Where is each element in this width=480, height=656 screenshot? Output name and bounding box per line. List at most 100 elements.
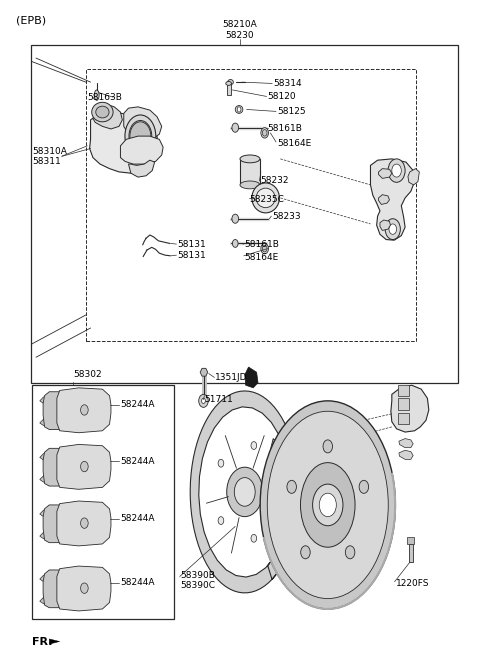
Ellipse shape <box>129 121 152 152</box>
Bar <box>397 413 409 424</box>
Ellipse shape <box>261 128 268 138</box>
Text: 58161B: 58161B <box>267 125 302 133</box>
Text: 58244A: 58244A <box>120 514 155 523</box>
Polygon shape <box>90 112 158 173</box>
Ellipse shape <box>96 106 109 118</box>
Text: 58164E: 58164E <box>245 253 279 262</box>
Circle shape <box>262 245 267 252</box>
Circle shape <box>392 164 401 177</box>
Circle shape <box>262 130 267 136</box>
Text: FR.: FR. <box>32 636 53 647</box>
Circle shape <box>202 398 205 403</box>
Text: 58390B
58390C: 58390B 58390C <box>180 571 216 590</box>
Ellipse shape <box>267 411 388 598</box>
Polygon shape <box>40 453 48 460</box>
Ellipse shape <box>92 102 113 122</box>
Text: 58244A: 58244A <box>120 457 155 466</box>
Ellipse shape <box>125 115 156 157</box>
Circle shape <box>81 461 88 472</box>
Circle shape <box>385 218 400 239</box>
Polygon shape <box>40 476 48 482</box>
Ellipse shape <box>252 183 279 213</box>
Polygon shape <box>57 566 111 611</box>
Polygon shape <box>371 159 415 240</box>
Circle shape <box>130 122 151 150</box>
Ellipse shape <box>232 123 239 133</box>
Circle shape <box>251 441 257 449</box>
Text: 58210A
58230: 58210A 58230 <box>223 20 257 40</box>
Circle shape <box>218 517 224 525</box>
Polygon shape <box>399 450 413 459</box>
Text: 58411D: 58411D <box>284 472 320 481</box>
Polygon shape <box>40 597 48 604</box>
Polygon shape <box>43 570 63 607</box>
Circle shape <box>323 440 333 453</box>
Circle shape <box>319 493 336 517</box>
Circle shape <box>199 394 208 407</box>
Polygon shape <box>124 107 162 139</box>
Text: 58233: 58233 <box>272 212 301 220</box>
Text: 58232: 58232 <box>261 176 289 186</box>
Text: 58314: 58314 <box>273 79 302 88</box>
Polygon shape <box>43 505 63 543</box>
Circle shape <box>251 535 257 543</box>
Text: 58302: 58302 <box>73 370 102 379</box>
Polygon shape <box>93 104 122 129</box>
Polygon shape <box>43 448 63 486</box>
Circle shape <box>227 467 263 517</box>
Bar <box>31 45 458 383</box>
Text: 58161B: 58161B <box>245 239 280 249</box>
Ellipse shape <box>260 401 396 609</box>
Polygon shape <box>129 160 155 177</box>
Ellipse shape <box>232 214 239 223</box>
Ellipse shape <box>232 239 238 247</box>
Polygon shape <box>57 444 111 489</box>
Polygon shape <box>57 501 111 546</box>
Text: 1351JD: 1351JD <box>216 373 248 382</box>
Text: 58163B: 58163B <box>87 92 122 102</box>
Circle shape <box>300 546 310 559</box>
Polygon shape <box>380 220 390 230</box>
Circle shape <box>81 405 88 415</box>
Ellipse shape <box>240 181 260 189</box>
Circle shape <box>234 478 255 506</box>
Text: 58131: 58131 <box>178 251 206 260</box>
Ellipse shape <box>240 155 260 163</box>
Polygon shape <box>40 510 48 517</box>
Polygon shape <box>271 439 295 494</box>
Ellipse shape <box>95 90 99 100</box>
Polygon shape <box>120 136 163 164</box>
Polygon shape <box>40 575 48 582</box>
Polygon shape <box>43 392 63 430</box>
Bar <box>32 385 174 619</box>
Ellipse shape <box>235 106 243 113</box>
Polygon shape <box>245 367 258 388</box>
Bar <box>408 537 414 544</box>
Text: 58131: 58131 <box>178 239 206 249</box>
Text: 58125: 58125 <box>277 107 306 116</box>
Circle shape <box>218 459 224 467</box>
Bar <box>227 83 230 95</box>
Circle shape <box>81 583 88 594</box>
Polygon shape <box>408 169 420 185</box>
Circle shape <box>81 518 88 528</box>
Bar <box>397 398 409 410</box>
Polygon shape <box>391 385 429 432</box>
Bar <box>240 159 260 185</box>
Text: (EPB): (EPB) <box>16 16 46 26</box>
Bar <box>409 544 413 562</box>
Text: 1220FS: 1220FS <box>396 579 429 588</box>
Text: 58310A
58311: 58310A 58311 <box>32 146 67 166</box>
Circle shape <box>359 480 369 493</box>
Bar <box>86 69 416 341</box>
Polygon shape <box>40 419 48 426</box>
Text: 58235C: 58235C <box>250 195 284 204</box>
Text: 58244A: 58244A <box>120 579 155 588</box>
Circle shape <box>271 488 277 496</box>
Circle shape <box>287 480 297 493</box>
Polygon shape <box>200 368 208 376</box>
Circle shape <box>312 484 343 525</box>
Polygon shape <box>40 397 48 403</box>
Polygon shape <box>190 391 300 593</box>
Ellipse shape <box>226 81 231 85</box>
